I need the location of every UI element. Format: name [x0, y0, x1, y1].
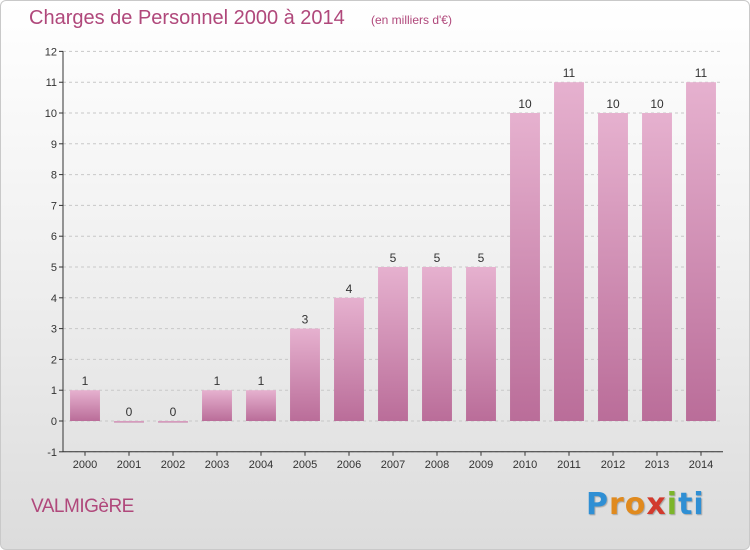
data-label: 10 — [518, 97, 532, 111]
x-tick-label: 2004 — [249, 459, 273, 471]
bar — [246, 390, 276, 421]
bar — [642, 113, 672, 421]
bar — [554, 82, 584, 421]
x-tick-label: 2000 — [73, 459, 97, 471]
y-tick-label: -1 — [47, 447, 57, 459]
y-tick-label: 2 — [51, 354, 57, 366]
data-label: 1 — [82, 374, 89, 388]
y-tick-label: 5 — [51, 262, 57, 274]
x-tick-label: 2002 — [161, 459, 185, 471]
bar — [378, 267, 408, 421]
x-tick-label: 2012 — [601, 459, 625, 471]
bar — [70, 390, 100, 421]
data-label: 0 — [126, 405, 133, 419]
data-label: 4 — [346, 282, 353, 296]
y-tick-label: 4 — [51, 293, 57, 305]
commune-name: VALMIGèRE — [31, 496, 134, 517]
x-tick-label: 2005 — [293, 459, 317, 471]
x-tick-label: 2008 — [425, 459, 449, 471]
bar — [422, 267, 452, 421]
x-tick-label: 2006 — [337, 459, 361, 471]
x-tick-label: 2010 — [513, 459, 537, 471]
x-tick-label: 2009 — [469, 459, 493, 471]
bar — [290, 328, 320, 421]
x-tick-label: 2001 — [117, 459, 141, 471]
data-label: 10 — [606, 97, 620, 111]
data-label: 5 — [478, 251, 485, 265]
data-label: 0 — [170, 405, 177, 419]
y-tick-label: 7 — [51, 200, 57, 212]
chart-subtitle: (en milliers d'€) — [371, 13, 452, 27]
y-tick-label: 6 — [51, 231, 57, 243]
data-label: 3 — [302, 313, 309, 327]
data-label: 1 — [214, 374, 221, 388]
data-label: 11 — [563, 66, 576, 80]
data-label: 5 — [390, 251, 397, 265]
y-tick-label: 11 — [46, 77, 57, 89]
x-tick-label: 2014 — [689, 459, 713, 471]
data-label: 5 — [434, 251, 441, 265]
data-label: 10 — [650, 97, 664, 111]
bar — [598, 113, 628, 421]
y-tick-label: 9 — [51, 139, 57, 151]
chart-title: Charges de Personnel 2000 à 2014 — [29, 7, 345, 29]
bar — [686, 82, 716, 421]
y-tick-label: 3 — [51, 324, 57, 336]
y-tick-label: 1 — [51, 385, 57, 397]
x-tick-label: 2011 — [557, 459, 581, 471]
y-tick-label: 0 — [51, 416, 57, 428]
bar — [334, 297, 364, 421]
bar — [510, 113, 540, 421]
y-tick-label: 10 — [45, 108, 57, 120]
x-tick-label: 2003 — [205, 459, 229, 471]
bar — [466, 267, 496, 421]
brand-logo: Proxiti — [586, 487, 705, 522]
x-tick-label: 2013 — [645, 459, 669, 471]
y-tick-label: 12 — [45, 46, 57, 58]
data-label: 1 — [258, 374, 265, 388]
bar — [202, 390, 232, 421]
data-label: 11 — [695, 66, 708, 80]
bar — [114, 421, 144, 423]
x-tick-label: 2007 — [381, 459, 405, 471]
bar — [158, 421, 188, 423]
y-tick-label: 8 — [51, 170, 57, 182]
